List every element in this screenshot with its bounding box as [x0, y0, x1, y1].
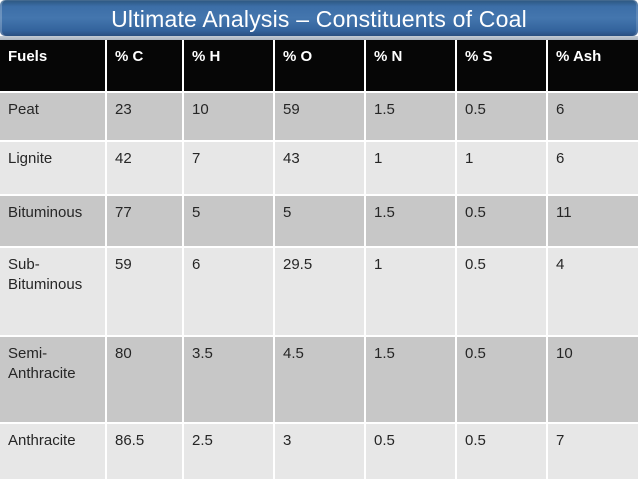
value-cell: 1.5	[364, 335, 457, 424]
value-cell: 3	[273, 422, 366, 479]
value-cell: 5	[182, 194, 275, 248]
value-cell: 7	[182, 140, 275, 196]
value-cell: 0.5	[455, 246, 548, 337]
value-cell: 0.5	[455, 91, 548, 142]
value-cell: 1	[364, 246, 457, 337]
value-cell: 4.5	[273, 335, 366, 424]
fuel-name-cell: Anthracite	[0, 422, 107, 479]
value-cell: 0.5	[455, 335, 548, 424]
value-cell: 10	[546, 335, 638, 424]
column-header-hydrogen: % H	[182, 40, 275, 93]
value-cell: 4	[546, 246, 638, 337]
fuel-name-cell: Bituminous	[0, 194, 107, 248]
column-header-carbon: % C	[105, 40, 184, 93]
value-cell: 59	[105, 246, 184, 337]
value-cell: 0.5	[455, 422, 548, 479]
value-cell: 77	[105, 194, 184, 248]
value-cell: 6	[546, 91, 638, 142]
title-divider	[0, 36, 638, 40]
value-cell: 86.5	[105, 422, 184, 479]
fuel-name-cell: Semi-Anthracite	[0, 335, 107, 424]
value-cell: 2.5	[182, 422, 275, 479]
table-row-bituminous: Bituminous 77 5 5 1.5 0.5 11	[0, 194, 638, 248]
value-cell: 0.5	[455, 194, 548, 248]
value-cell: 23	[105, 91, 184, 142]
value-cell: 42	[105, 140, 184, 196]
table-row-sub-bituminous: Sub-Bituminous 59 6 29.5 1 0.5 4	[0, 246, 638, 337]
table-row-peat: Peat 23 10 59 1.5 0.5 6	[0, 91, 638, 142]
table-row-lignite: Lignite 42 7 43 1 1 6	[0, 140, 638, 196]
value-cell: 1	[455, 140, 548, 196]
coal-constituents-table: Fuels % C % H % O % N % S % Ash Peat 23 …	[0, 40, 638, 479]
value-cell: 80	[105, 335, 184, 424]
value-cell: 3.5	[182, 335, 275, 424]
column-header-ash: % Ash	[546, 40, 638, 93]
table-row-semi-anthracite: Semi-Anthracite 80 3.5 4.5 1.5 0.5 10	[0, 335, 638, 424]
value-cell: 59	[273, 91, 366, 142]
value-cell: 29.5	[273, 246, 366, 337]
column-header-oxygen: % O	[273, 40, 366, 93]
value-cell: 5	[273, 194, 366, 248]
header-row: Fuels % C % H % O % N % S % Ash	[0, 40, 638, 93]
column-header-nitrogen: % N	[364, 40, 457, 93]
column-header-fuels: Fuels	[0, 40, 107, 93]
value-cell: 1.5	[364, 91, 457, 142]
value-cell: 11	[546, 194, 638, 248]
value-cell: 0.5	[364, 422, 457, 479]
value-cell: 6	[546, 140, 638, 196]
value-cell: 43	[273, 140, 366, 196]
value-cell: 6	[182, 246, 275, 337]
value-cell: 10	[182, 91, 275, 142]
column-header-sulphur: % S	[455, 40, 548, 93]
fuel-name-cell: Peat	[0, 91, 107, 142]
value-cell: 7	[546, 422, 638, 479]
fuel-name-cell: Lignite	[0, 140, 107, 196]
table-row-anthracite: Anthracite 86.5 2.5 3 0.5 0.5 7	[0, 422, 638, 479]
slide-title: Ultimate Analysis – Constituents of Coal	[111, 5, 527, 32]
fuel-name-cell: Sub-Bituminous	[0, 246, 107, 337]
value-cell: 1.5	[364, 194, 457, 248]
value-cell: 1	[364, 140, 457, 196]
title-bar: Ultimate Analysis – Constituents of Coal	[0, 0, 638, 36]
